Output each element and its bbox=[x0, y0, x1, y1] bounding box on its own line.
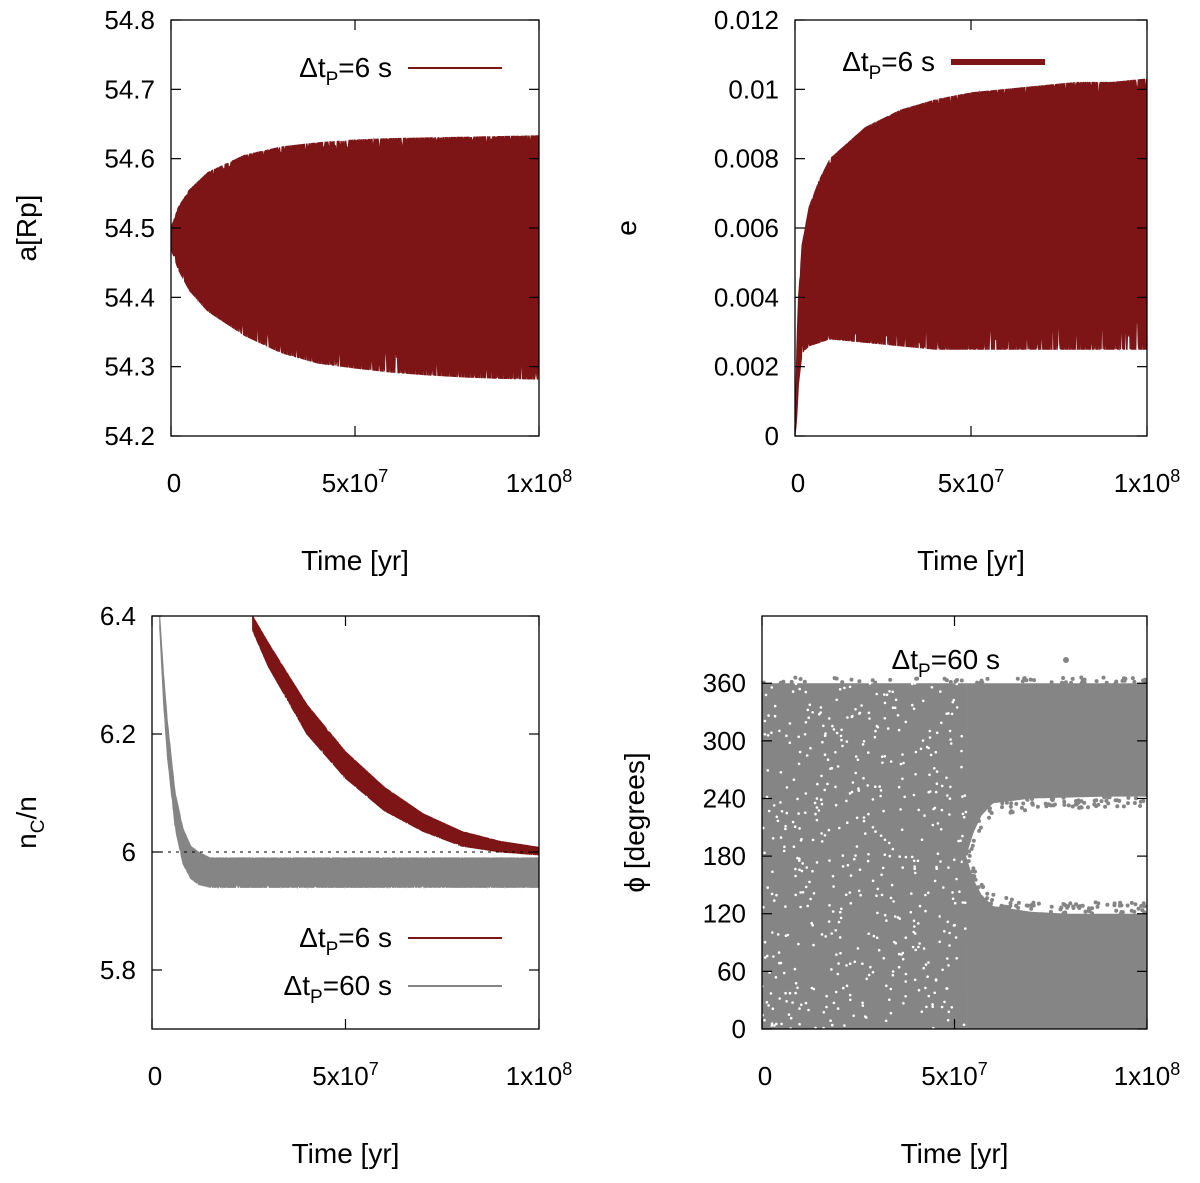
x-tick-label: 5x107 bbox=[921, 1059, 987, 1091]
plot-frame-nc bbox=[151, 615, 540, 1030]
y-tick-label: 0.01 bbox=[728, 74, 779, 104]
y-tick-label: 5.8 bbox=[100, 955, 136, 985]
legend-label: ΔtP=60 s bbox=[284, 970, 392, 1008]
series-phi-0 bbox=[762, 675, 1147, 1029]
legend-label: ΔtP=6 s bbox=[842, 46, 935, 84]
x-tick-label: 1x108 bbox=[506, 466, 572, 498]
legend-a: ΔtP=6 s bbox=[299, 52, 502, 90]
legend-e: ΔtP=6 s bbox=[842, 46, 1045, 84]
x-tick-label: 1x108 bbox=[1114, 466, 1180, 498]
legend-label: ΔtP=6 s bbox=[299, 922, 392, 960]
x-tick-label: 0 bbox=[148, 1061, 162, 1091]
x-axis-label: Time [yr] bbox=[292, 1138, 400, 1169]
y-tick-label: 54.6 bbox=[104, 144, 155, 174]
legend-nc: ΔtP=6 s ΔtP=60 s bbox=[284, 922, 502, 1008]
chart-nc: 5.8 6 6.2 6.4 0 5x107 1x108 Time [yr] nC/n ΔtP=6 … bbox=[11, 601, 572, 1169]
plot-area-nc bbox=[152, 616, 539, 890]
y-tick-label: 60 bbox=[717, 956, 746, 986]
y-tick-label: 6.4 bbox=[100, 601, 136, 631]
y-tick-label: 54.8 bbox=[104, 5, 155, 35]
plot-area-a bbox=[171, 135, 539, 380]
x-tick-label: 1x108 bbox=[506, 1059, 572, 1091]
y-tick-label: 0.006 bbox=[714, 213, 779, 243]
x-axis-label: Time [yr] bbox=[917, 545, 1025, 576]
y-axis-label: ϕ [degrees] bbox=[619, 752, 650, 892]
y-tick-label: 54.4 bbox=[104, 282, 155, 312]
chart-a: 54.2 54.3 54.4 54.5 54.6 54.7 54.8 0 5x107 1x108 T… bbox=[11, 5, 572, 576]
y-tick-label: 0.008 bbox=[714, 144, 779, 174]
y-tick-label: 120 bbox=[703, 899, 746, 929]
y-tick-label: 0.004 bbox=[714, 282, 779, 312]
x-tick-label: 1x108 bbox=[1114, 1059, 1180, 1091]
plot-area-e bbox=[795, 78, 1147, 436]
y-axis-label: e bbox=[611, 220, 642, 236]
y-axis-label: a[Rp] bbox=[11, 195, 42, 262]
legend-label: ΔtP=60 s bbox=[892, 644, 1000, 682]
x-tick-label: 0 bbox=[758, 1061, 772, 1091]
y-tick-label: 6.2 bbox=[100, 719, 136, 749]
x-tick-label: 5x107 bbox=[322, 466, 388, 498]
legend-marker bbox=[1063, 657, 1069, 663]
x-tick-label: 5x107 bbox=[938, 466, 1004, 498]
x-tick-label: 0 bbox=[167, 468, 181, 498]
y-tick-label: 0.002 bbox=[714, 352, 779, 382]
chart-e: 0 0.002 0.004 0.006 0.008 0.01 0.012 0 5x107 1x10… bbox=[611, 5, 1180, 576]
x-tick-label: 5x107 bbox=[312, 1059, 378, 1091]
legend-phi: ΔtP=60 s bbox=[892, 644, 1069, 682]
y-tick-label: 6 bbox=[122, 837, 136, 867]
y-tick-label: 54.7 bbox=[104, 74, 155, 104]
x-tick-label: 0 bbox=[791, 468, 805, 498]
y-tick-label: 54.3 bbox=[104, 352, 155, 382]
plot-area-phi bbox=[762, 675, 1147, 1029]
y-tick-label: 0.012 bbox=[714, 5, 779, 35]
x-axis-label: Time [yr] bbox=[901, 1138, 1009, 1169]
y-tick-label: 240 bbox=[703, 783, 746, 813]
y-tick-label: 180 bbox=[703, 841, 746, 871]
series-e-0 bbox=[795, 78, 1147, 436]
y-tick-label: 54.5 bbox=[104, 213, 155, 243]
y-tick-label: 0 bbox=[732, 1014, 746, 1044]
legend-label: ΔtP=6 s bbox=[299, 52, 392, 90]
y-axis-label: nC/n bbox=[11, 796, 49, 849]
y-tick-label: 360 bbox=[703, 668, 746, 698]
chart-phi: 0 60 120 180 240 300 360 0 5x107 1x108 Time [yr] ϕ … bbox=[619, 615, 1180, 1169]
series-nc-0 bbox=[252, 616, 539, 856]
y-tick-label: 0 bbox=[765, 421, 779, 451]
series-nc-1 bbox=[159, 616, 539, 890]
y-tick-label: 54.2 bbox=[104, 421, 155, 451]
x-axis-label: Time [yr] bbox=[301, 545, 409, 576]
series-a-0 bbox=[171, 135, 539, 380]
y-tick-label: 300 bbox=[703, 726, 746, 756]
